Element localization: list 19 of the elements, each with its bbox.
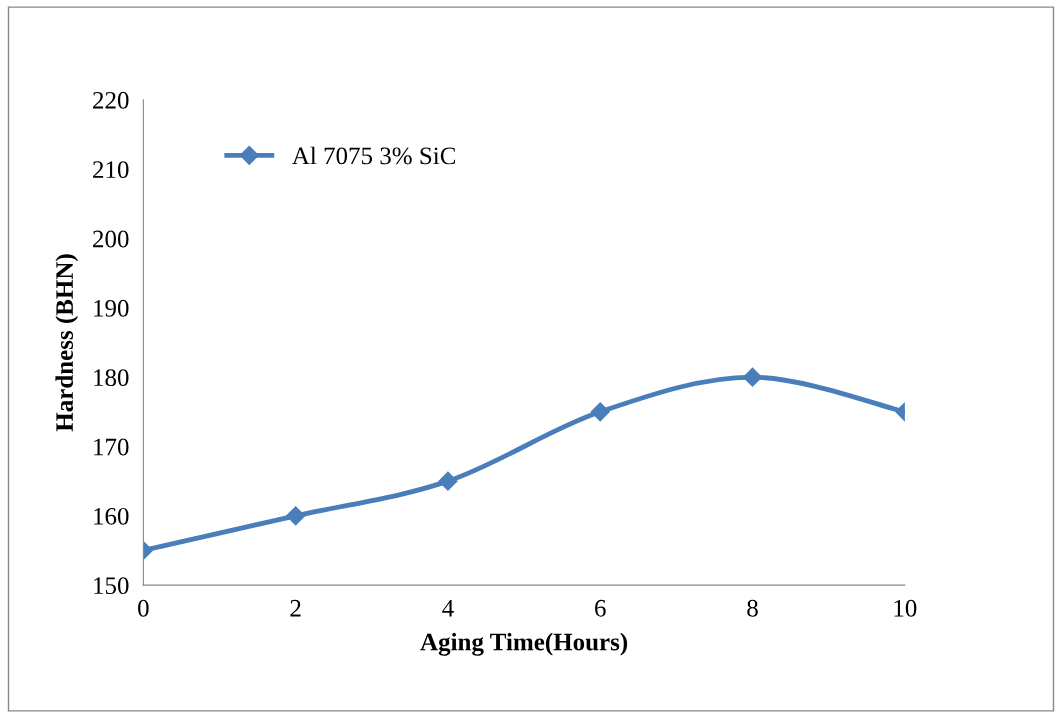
x-axis-title: Aging Time(Hours) (420, 632, 628, 656)
y-tick-label: 180 (94, 369, 129, 387)
legend-label: Al 7075 3% SiC (292, 146, 456, 165)
y-axis-title: Hardness (BHN) (55, 254, 79, 432)
x-tick-label: 4 (442, 599, 454, 617)
y-tick-label: 190 (94, 299, 129, 317)
x-tick-label: 10 (894, 599, 917, 617)
x-tick-label: 6 (595, 599, 606, 617)
x-tick-label: 8 (747, 599, 758, 617)
y-tick-label: 200 (93, 230, 129, 248)
y-tick-label: 170 (94, 438, 129, 456)
point (590, 402, 610, 422)
y-tick-label: 210 (93, 161, 129, 179)
y-tick-label: 150 (94, 577, 129, 595)
x-tick-label: 0 (138, 599, 149, 617)
y-tick-label: 160 (94, 507, 129, 525)
point (438, 471, 458, 491)
x-tick-label: 2 (290, 599, 301, 617)
y-tick-label: 220 (93, 91, 129, 109)
